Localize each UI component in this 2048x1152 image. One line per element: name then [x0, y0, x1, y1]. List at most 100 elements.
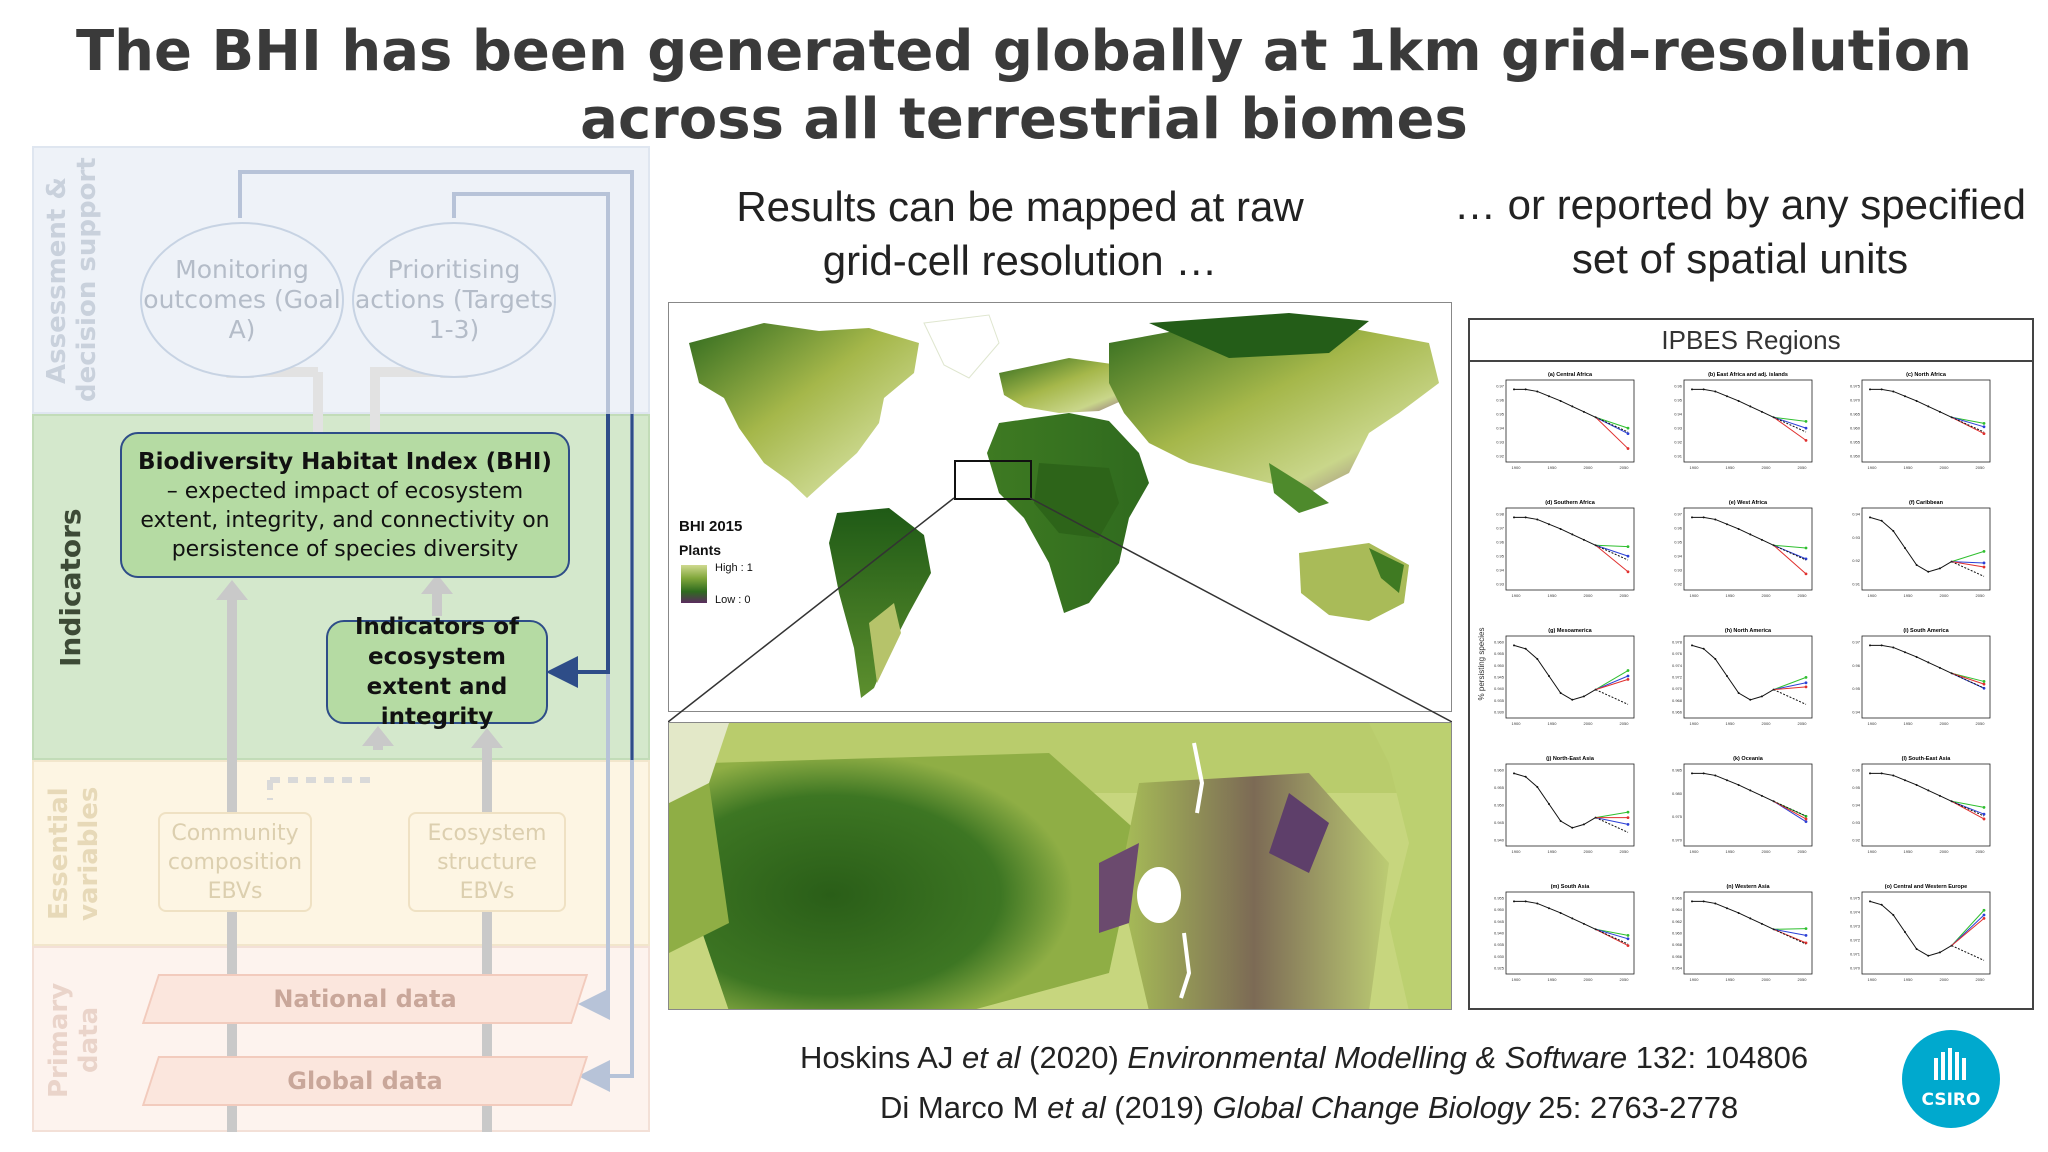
- past-trend-point: [1938, 794, 1941, 797]
- ssp1-scenario-line: [1951, 800, 1985, 808]
- ssp1-scenario-point: [1626, 545, 1630, 549]
- region-panel-title: (e) West Africa: [1729, 500, 1768, 506]
- ssp1-scenario-point: [1982, 422, 1986, 425]
- past-trend-point: [1536, 786, 1539, 788]
- past-trend-point: [1571, 826, 1574, 829]
- region-panel: (n) Western Asia 0.966 0.964 0.962 0.960 0.95…: [1672, 884, 1813, 982]
- region-panel-title: (i) South America: [1903, 628, 1949, 634]
- y-tick-label: 0.93: [1674, 568, 1683, 573]
- ssp5-scenario-line: [1773, 682, 1807, 691]
- past-trend-point: [1749, 533, 1752, 536]
- ssp5-scenario-point: [1804, 934, 1808, 937]
- past-trend-point: [1536, 658, 1539, 660]
- ssp5-scenario-point: [1982, 425, 1986, 429]
- past-trend-point: [1702, 388, 1705, 391]
- y-tick-label: 0.930: [1494, 710, 1505, 715]
- x-tick-label: 1900: [1512, 465, 1522, 470]
- ssp3-scenario-point: [1804, 439, 1808, 442]
- ssp5-scenario-line: [1773, 928, 1807, 936]
- ssp3-scenario-point: [1626, 570, 1630, 574]
- y-tick-label: 0.955: [1494, 896, 1505, 901]
- ssp3-scenario-point: [1982, 432, 1986, 435]
- x-tick-label: 1950: [1726, 593, 1736, 598]
- past-trend-point: [1880, 772, 1883, 775]
- ssp5-scenario-point: [1804, 820, 1808, 824]
- past-trend-point: [1714, 390, 1717, 393]
- ssp1-scenario-line: [1595, 928, 1629, 936]
- x-tick-label: 1950: [1548, 977, 1558, 982]
- past-trend-point: [1702, 647, 1705, 650]
- community-composition-box: Community composition EBVs: [158, 812, 312, 912]
- y-tick-label: 0.92: [1496, 454, 1505, 459]
- reference-1: Hoskins AJ et al (2020) Environmental Mo…: [800, 1040, 1809, 1075]
- past-trend-point: [1571, 405, 1574, 408]
- past-trend-point: [1915, 655, 1918, 658]
- asia: [1109, 321, 1439, 493]
- past-trend-point: [1725, 779, 1728, 782]
- past-trend-extrapolation: [1595, 416, 1629, 433]
- past-trend-extrapolation: [1951, 561, 1985, 577]
- region-panel: (f) Caribbean 0.94 0.93 0.92 0.91 1900 1950 200…: [1852, 500, 1991, 598]
- y-tick-label: 0.96: [1674, 526, 1683, 531]
- y-tick-label: 0.94: [1852, 512, 1861, 517]
- north-america: [689, 323, 919, 498]
- y-tick-label: 0.970: [1672, 686, 1683, 691]
- region-panel: (c) North Africa 0.975 0.970 0.965 0.960 0.95…: [1850, 372, 1991, 470]
- past-trend-point: [1938, 951, 1941, 954]
- region-panel: (i) South America 0.97 0.96 0.95 0.94 1900 195…: [1852, 628, 1991, 726]
- past-trend-point: [1915, 399, 1918, 402]
- ssp5-scenario-line: [1595, 544, 1629, 557]
- world-map: BHI 2015 Plants High : 1 Low : 0: [668, 302, 1452, 712]
- ssp1-scenario-point: [1626, 810, 1630, 814]
- ipbes-panel: IPBES Regions % persisting species (a) C…: [1468, 318, 2034, 1010]
- past-trend-point: [1714, 518, 1717, 521]
- ssp1-scenario-point: [1626, 934, 1630, 937]
- past-trend-point: [1915, 783, 1918, 786]
- ssp5-scenario-line: [1595, 416, 1629, 435]
- x-tick-label: 2050: [1798, 465, 1808, 470]
- past-trend-line: [1869, 900, 1952, 957]
- y-tick-label: 0.92: [1852, 558, 1861, 563]
- past-trend-point: [1869, 516, 1871, 519]
- past-trend-point: [1938, 567, 1941, 570]
- ssp3-scenario-point: [1982, 817, 1986, 821]
- y-tick-label: 0.960: [1850, 426, 1861, 431]
- y-tick-label: 0.91: [1852, 582, 1861, 587]
- x-tick-label: 2050: [1620, 593, 1630, 598]
- past-trend-point: [1513, 900, 1515, 903]
- panels-ylabel: % persisting species: [1477, 628, 1486, 701]
- x-tick-label: 2050: [1798, 977, 1808, 982]
- region-panel-title: (h) North America: [1725, 628, 1772, 634]
- past-trend-point: [1869, 388, 1871, 391]
- past-trend-point: [1714, 902, 1717, 905]
- ssp5-scenario-point: [1982, 686, 1986, 690]
- y-tick-label: 0.971: [1850, 952, 1861, 957]
- past-trend-point: [1513, 516, 1515, 519]
- region-panel: (m) South Asia 0.955 0.950 0.945 0.940 0.935 0…: [1494, 884, 1635, 982]
- map-legend-subtitle: Plants: [679, 542, 721, 558]
- x-tick-label: 2050: [1798, 721, 1808, 726]
- x-tick-label: 2000: [1584, 849, 1594, 854]
- x-tick-label: 2050: [1620, 721, 1630, 726]
- past-trend-point: [1737, 527, 1740, 530]
- csiro-bars-icon: [1934, 1048, 1966, 1080]
- past-trend-point: [1749, 698, 1752, 701]
- ssp3-scenario-line: [1595, 416, 1629, 449]
- past-trend-point: [1869, 644, 1871, 647]
- x-tick-label: 2000: [1940, 593, 1950, 598]
- past-trend-point: [1725, 395, 1728, 398]
- region-panel-title: (j) North-East Asia: [1546, 756, 1595, 762]
- y-tick-label: 0.975: [1850, 384, 1861, 389]
- y-tick-label: 0.94: [1496, 426, 1505, 431]
- ssp1-scenario-line: [1773, 928, 1807, 930]
- y-tick-label: 0.97: [1852, 640, 1861, 645]
- past-trend-point: [1524, 900, 1527, 903]
- x-tick-label: 1900: [1512, 721, 1522, 726]
- ssp3-scenario-point: [1982, 565, 1986, 569]
- past-trend-extrapolation: [1773, 689, 1807, 705]
- past-trend-point: [1702, 516, 1705, 519]
- past-trend-point: [1749, 789, 1752, 792]
- y-tick-label: 0.925: [1494, 966, 1505, 971]
- lake-victoria: [1137, 867, 1181, 923]
- y-tick-label: 0.96: [1852, 663, 1861, 668]
